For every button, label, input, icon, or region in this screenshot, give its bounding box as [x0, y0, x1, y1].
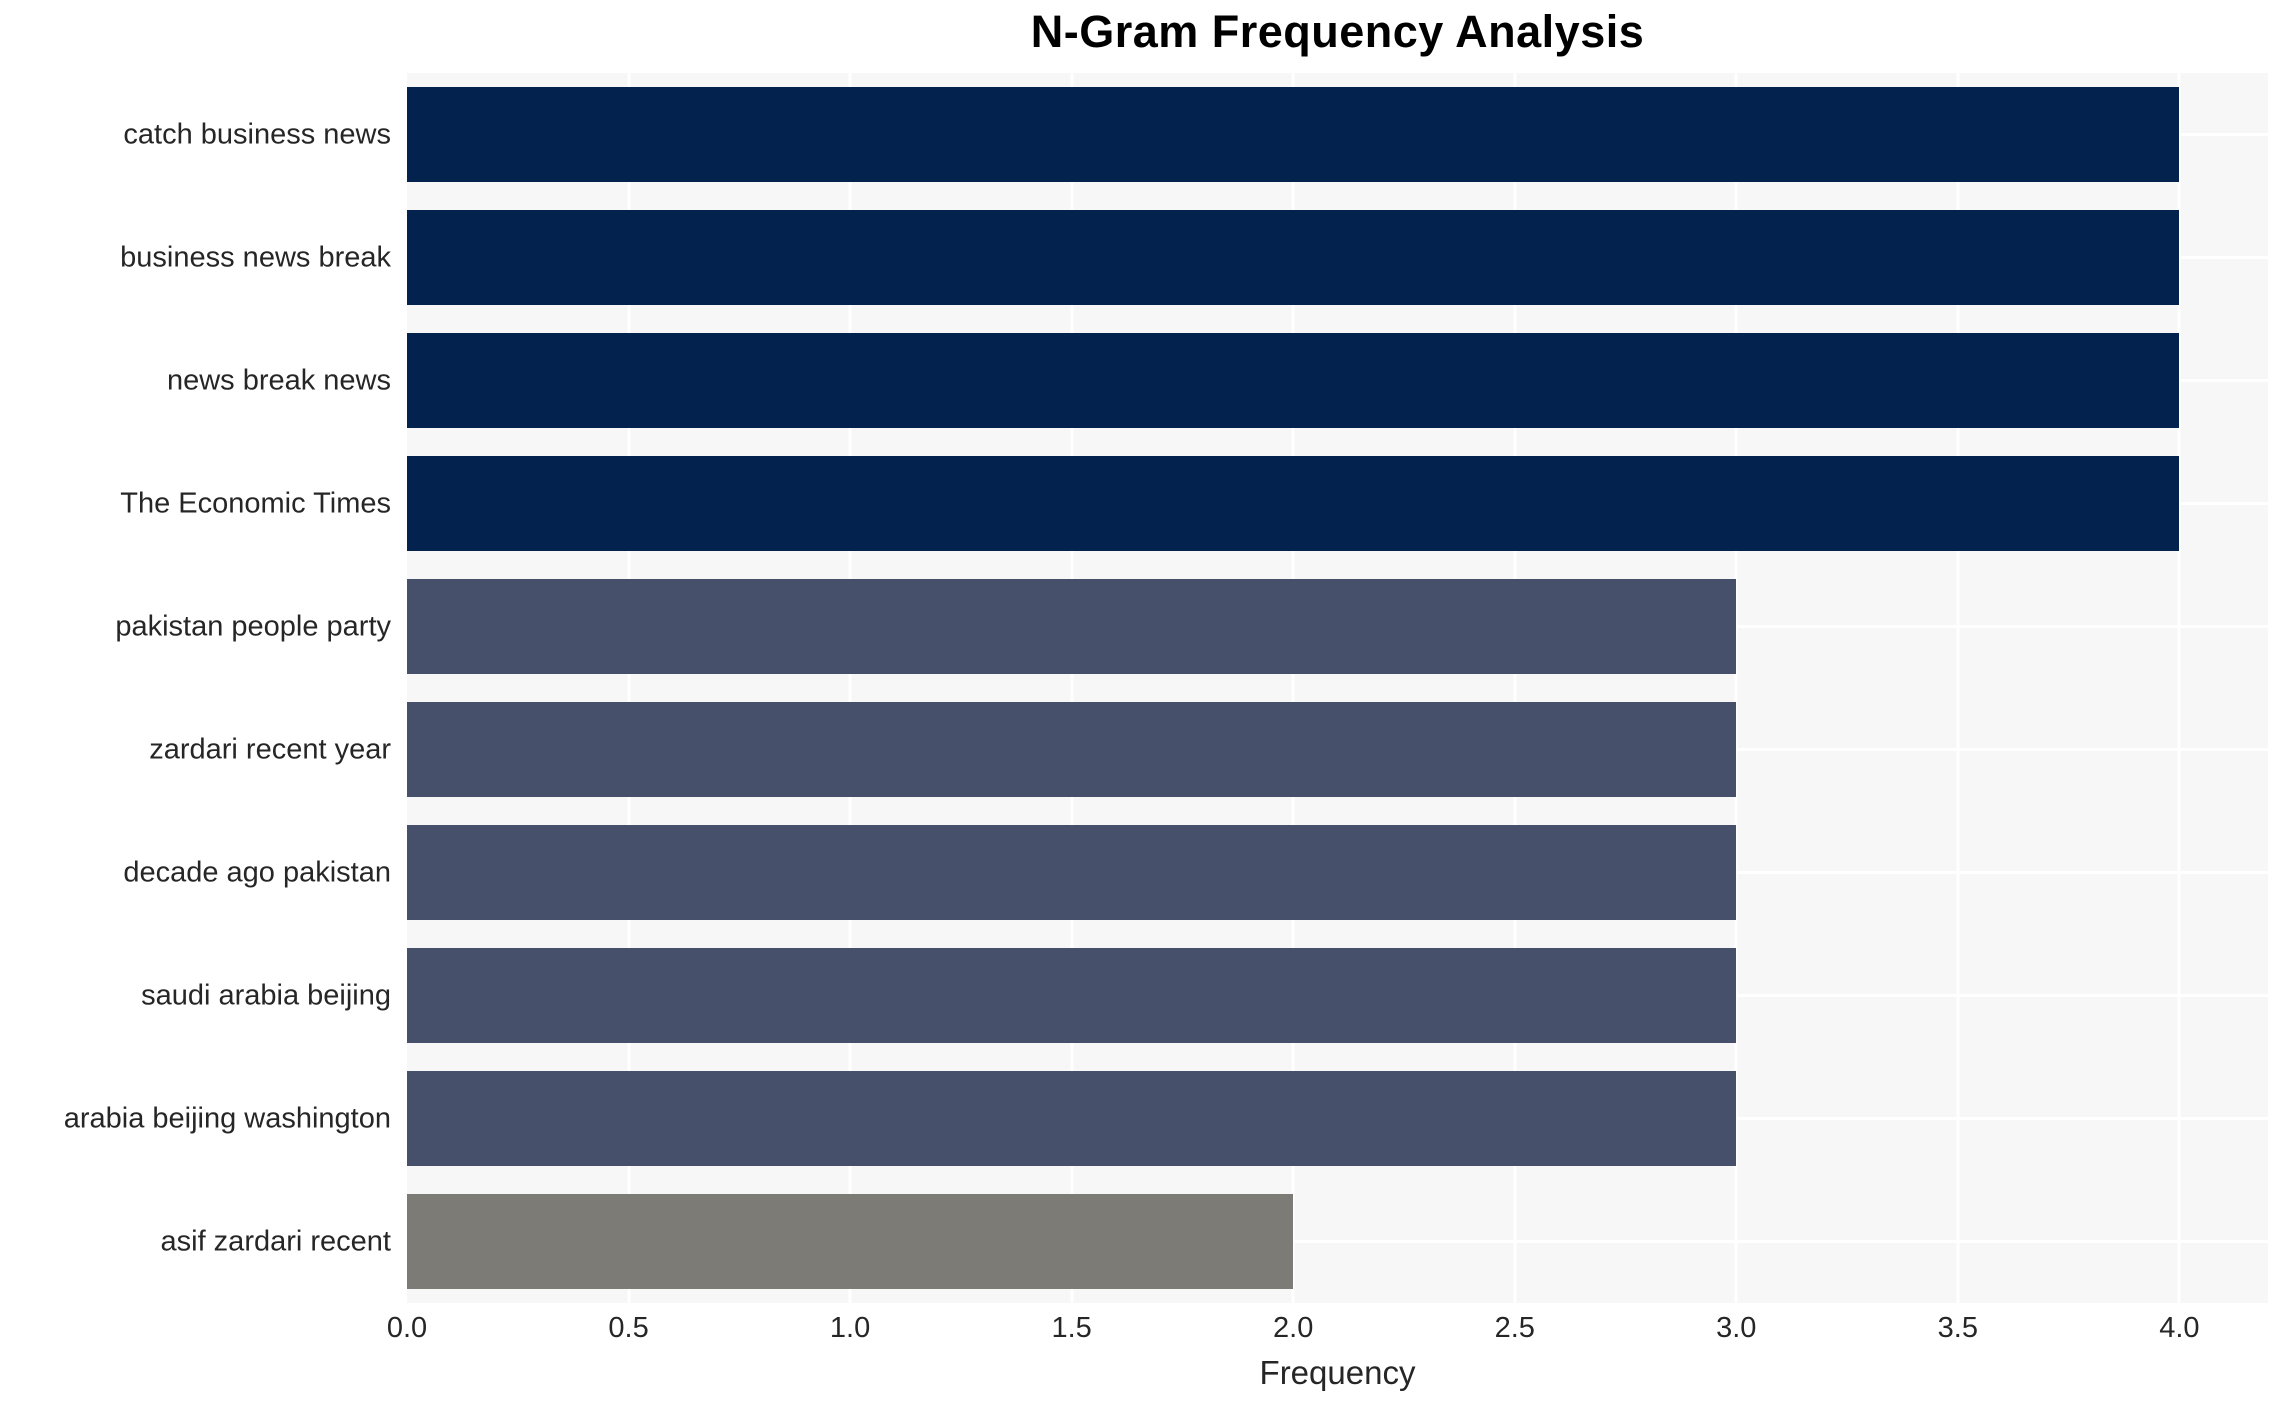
vertical-gridline	[2177, 73, 2181, 1303]
category-label: business news break	[120, 241, 391, 273]
bar	[407, 947, 1737, 1044]
bar-row: business news break	[120, 196, 2268, 319]
x-tick-label: 0.0	[386, 1312, 428, 1344]
bar-row: saudi arabia beijing	[141, 934, 2268, 1057]
plot-area: catch business news business news break ne…	[64, 73, 2268, 1303]
x-tick-label: 4.0	[2159, 1312, 2200, 1344]
bar-row: catch business news	[123, 73, 2268, 196]
bar	[407, 578, 1737, 675]
bar-row: The Economic Times	[120, 442, 2268, 565]
vertical-gridline	[1956, 73, 1960, 1303]
x-axis-ticks: 0.0 0.5 1.0 1.5 2.0 2.5 3.0 3.5 4.0	[387, 1312, 2268, 1348]
vertical-gridline	[1291, 73, 1295, 1303]
vertical-gridline	[1513, 73, 1517, 1303]
category-label: saudi arabia beijing	[141, 979, 391, 1011]
x-axis-label: Frequency	[1259, 1354, 1416, 1391]
vertical-gridline	[627, 73, 631, 1303]
bar	[407, 86, 2180, 183]
category-label: zardari recent year	[149, 733, 391, 765]
category-label: pakistan people party	[115, 610, 391, 642]
bar-row: news break news	[167, 319, 2268, 442]
x-tick-label: 0.5	[608, 1312, 649, 1344]
bar	[407, 824, 1737, 921]
x-tick-label: 2.0	[1273, 1312, 1314, 1344]
category-label: decade ago pakistan	[123, 856, 391, 888]
x-tick-label: 1.5	[1051, 1312, 1092, 1344]
bar-row: zardari recent year	[149, 688, 2268, 811]
x-tick-label: 2.5	[1494, 1312, 1535, 1344]
bar	[407, 455, 2180, 552]
bar-row: asif zardari recent	[161, 1180, 2268, 1303]
x-tick-label: 3.0	[1716, 1312, 1757, 1344]
horizontal-gridline	[407, 1240, 2268, 1243]
category-label: news break news	[166, 364, 391, 396]
vertical-gridline	[848, 73, 852, 1303]
category-label: The Economic Times	[120, 487, 391, 519]
bar-row: pakistan people party	[115, 565, 2268, 688]
x-tick-label: 1.0	[829, 1312, 871, 1344]
category-label: catch business news	[123, 118, 391, 150]
bar	[407, 701, 1737, 798]
bar	[407, 332, 2180, 429]
category-label: arabia beijing washington	[63, 1102, 391, 1134]
bar-rows-container: catch business news business news break ne…	[64, 73, 2268, 1303]
bar	[407, 1070, 1737, 1167]
bar	[407, 1193, 1294, 1290]
vertical-gridline	[1734, 73, 1738, 1303]
category-label: asif zardari recent	[160, 1225, 392, 1257]
vertical-gridline	[1070, 73, 1074, 1303]
bar-row: arabia beijing washington	[64, 1057, 2268, 1180]
bar-row: decade ago pakistan	[123, 811, 2268, 934]
bar	[407, 209, 2180, 306]
x-tick-label: 3.5	[1937, 1312, 1978, 1344]
chart-title: N-Gram Frequency Analysis	[1030, 6, 1645, 57]
